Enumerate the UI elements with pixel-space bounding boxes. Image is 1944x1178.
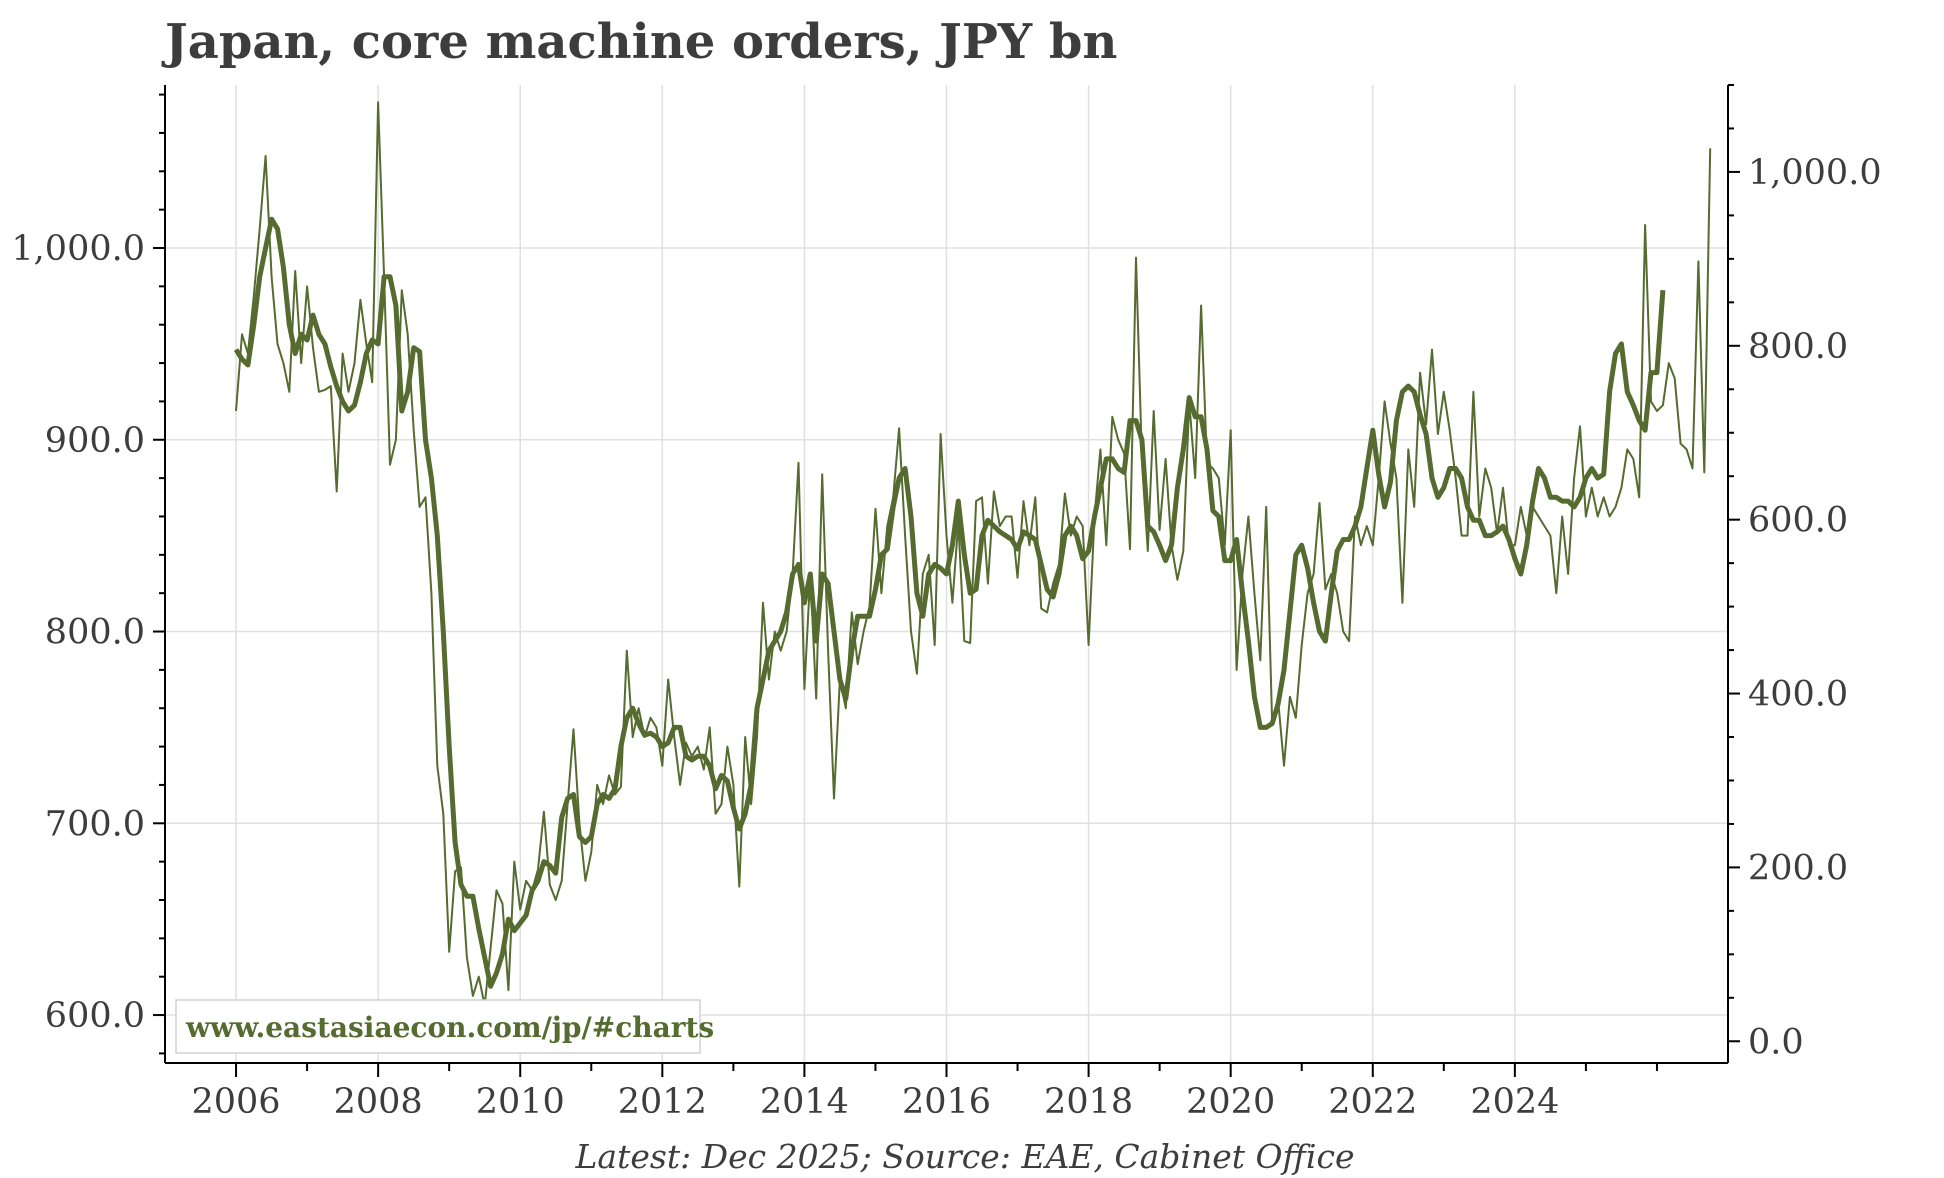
grid: [165, 85, 1728, 1063]
x-axis: 2006 2008 2010 2012 2014 2016 2018 2020 2022 2024: [192, 1063, 1658, 1122]
source-note: Latest: Dec 2025; Source: EAE, Cabinet O…: [575, 1137, 1355, 1176]
left-tick-label: 600.0: [45, 996, 145, 1036]
x-tick-label: 2024: [1470, 1082, 1559, 1122]
right-tick-label: 600.0: [1748, 501, 1848, 541]
chart-title: Japan, core machine orders, JPY bn: [161, 14, 1117, 70]
watermark-frame: [175, 999, 701, 1054]
right-tick-label: 800.0: [1748, 327, 1848, 367]
right-tick-label: 200.0: [1748, 848, 1848, 888]
right-tick-label: 0.0: [1748, 1022, 1804, 1062]
left-tick-label: 700.0: [45, 804, 145, 844]
right-tick-label: 400.0: [1748, 675, 1848, 715]
x-tick-label: 2010: [476, 1082, 565, 1122]
left-y-axis: 600.0 700.0 800.0 900.0 1,000.0: [11, 93, 165, 1055]
left-tick-label: 1,000.0: [11, 229, 145, 269]
x-tick-label: 2022: [1328, 1082, 1417, 1122]
x-tick-label: 2018: [1044, 1082, 1133, 1122]
x-tick-label: 2008: [334, 1082, 423, 1122]
right-tick-label: 1,000.0: [1748, 153, 1882, 193]
watermark-box[interactable]: www.eastasiaecon.com/jp/#charts: [175, 999, 714, 1054]
x-tick-label: 2020: [1186, 1082, 1275, 1122]
left-tick-label: 900.0: [45, 421, 145, 461]
x-tick-label: 2006: [192, 1082, 281, 1122]
x-tick-label: 2014: [760, 1082, 849, 1122]
x-tick-label: 2012: [618, 1082, 707, 1122]
series-line-monthly: [235, 101, 1712, 1007]
watermark-link[interactable]: www.eastasiaecon.com/jp/#charts: [185, 1011, 714, 1044]
left-tick-label: 800.0: [45, 613, 145, 653]
series-line-smoothed: [233, 216, 1666, 989]
right-y-axis: 0.0 200.0 400.0 600.0 800.0 1,000.0: [1728, 84, 1882, 1062]
series-layer: [233, 101, 1712, 1007]
x-tick-label: 2016: [902, 1082, 991, 1122]
